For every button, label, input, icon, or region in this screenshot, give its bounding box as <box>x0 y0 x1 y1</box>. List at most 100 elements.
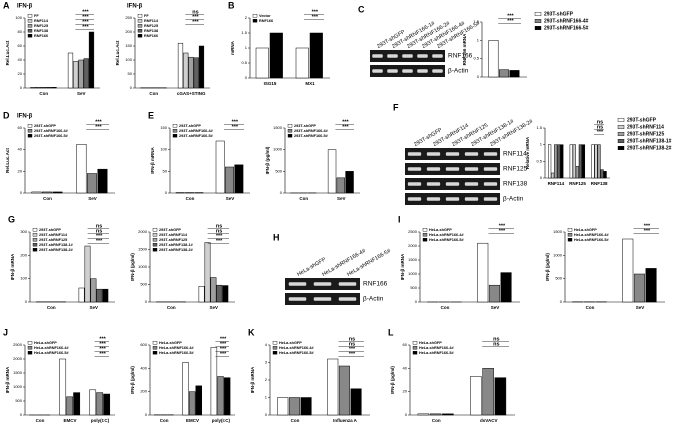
legend-swatch <box>27 29 33 33</box>
bar <box>488 284 500 303</box>
gel-band <box>483 197 498 201</box>
y-axis-label: IFN-β (pg/ml) <box>265 146 270 174</box>
y-tick-label: 40 <box>18 57 23 62</box>
bar <box>97 168 108 194</box>
y-tick-label: 60 <box>403 342 408 347</box>
bar <box>78 287 85 303</box>
significance-label: *** <box>507 13 514 19</box>
gel-band <box>483 167 498 171</box>
x-tick-label: SeV <box>636 305 645 310</box>
legend-label: 293T-shRNF138-2# <box>39 248 74 252</box>
y-axis-label: mRNA <box>230 40 235 55</box>
y-tick-label: 20 <box>18 71 23 76</box>
significance-label: ns <box>216 228 222 234</box>
significance-label: *** <box>349 346 356 352</box>
y-tick-label: 1.5 <box>473 19 479 24</box>
x-tick-label: Con <box>39 91 48 96</box>
y-tick-label: 2500 <box>13 342 23 347</box>
bar <box>42 191 52 194</box>
significance-label: *** <box>349 351 356 357</box>
legend-label: 293T-shRNF166-5# <box>34 134 69 138</box>
significance-label: *** <box>99 346 106 352</box>
bar <box>83 58 89 89</box>
x-tick-label: poly(I:C) <box>212 418 231 423</box>
gel-band <box>338 282 357 286</box>
bar <box>217 376 224 416</box>
band-label: RNF166 <box>363 281 388 288</box>
legend-swatch <box>152 242 158 247</box>
panel-letter: J <box>3 327 8 337</box>
x-tick-label: EMCV <box>63 418 76 423</box>
legend-swatch <box>32 242 38 247</box>
y-tick-label: 600 <box>140 342 147 347</box>
legend-swatch <box>617 138 625 143</box>
band-label: RNF166 <box>448 53 473 60</box>
x-tick-label: ISG15 <box>264 81 277 86</box>
gel-band <box>372 69 383 73</box>
legend-label: HeLa-shRNF166-4# <box>429 233 464 237</box>
bar <box>600 169 604 179</box>
significance-label: *** <box>232 119 239 125</box>
bar <box>488 40 499 78</box>
panel-letter: F <box>393 102 399 112</box>
y-tick-label: 2000 <box>13 356 23 361</box>
x-tick-label: SeV <box>491 305 500 310</box>
band-label: β-Actin <box>503 196 524 203</box>
y-tick-label: 0 <box>540 175 543 180</box>
y-tick-label: 1000 <box>553 252 563 257</box>
x-tick-label: Con <box>432 418 441 423</box>
gel-band <box>372 54 383 58</box>
x-tick-label: MX1 <box>305 81 315 86</box>
y-tick-label: 0.5 <box>536 158 542 163</box>
legend-swatch <box>287 123 293 128</box>
significance-label: *** <box>220 351 227 357</box>
bar <box>89 389 97 416</box>
bar <box>90 278 97 303</box>
panel-letter: A <box>3 0 10 10</box>
significance-label: ns <box>349 336 355 342</box>
y-tick-label: 500 <box>410 285 417 290</box>
y-tick-label: 20 <box>403 389 408 394</box>
gel-band <box>288 297 307 301</box>
x-tick-label: Con <box>291 418 300 423</box>
legend-swatch <box>617 145 625 150</box>
legend-swatch <box>567 232 573 237</box>
significance-label: ns <box>96 228 102 234</box>
x-tick-label: Con <box>186 196 195 201</box>
y-tick-label: 150 <box>160 125 167 130</box>
bar <box>309 32 323 79</box>
chart-title: IFN-β <box>17 4 33 10</box>
bar <box>622 238 634 303</box>
significance-label: *** <box>597 129 604 135</box>
gel-band <box>464 197 479 201</box>
legend-swatch <box>137 13 143 18</box>
y-axis-label: IFN-β (pg/ml) <box>130 366 135 394</box>
legend-swatch <box>27 19 33 23</box>
bar <box>569 144 573 179</box>
y-tick-label: 2 <box>265 377 268 382</box>
bar <box>327 358 339 416</box>
y-tick-label: 1 <box>265 395 268 400</box>
bar <box>52 191 63 194</box>
x-tick-label: Con <box>586 305 595 310</box>
significance-label: ns <box>96 223 102 229</box>
bar <box>188 391 196 416</box>
legend-label: HeLa-shRNF166-4# <box>159 346 194 350</box>
significance-label: *** <box>220 336 227 342</box>
legend-label: HeLa-shRNF166-5# <box>159 351 194 355</box>
y-tick-label: 1500 <box>138 247 148 252</box>
legend-label: 293T-shRNF138-1# <box>627 138 672 144</box>
panel-letter: I <box>398 214 401 224</box>
y-tick-label: 60 <box>18 43 23 48</box>
bar <box>597 144 601 179</box>
legend-label: HeLa-shRNF166-5# <box>419 351 454 355</box>
legend-swatch <box>272 341 278 345</box>
bar <box>470 376 482 416</box>
significance-label: *** <box>99 336 106 342</box>
bar <box>193 57 199 89</box>
y-tick-label: 0 <box>415 299 418 304</box>
bar <box>195 385 203 416</box>
legend-label: HeLa-shGFP <box>429 228 452 232</box>
bar <box>288 397 300 416</box>
